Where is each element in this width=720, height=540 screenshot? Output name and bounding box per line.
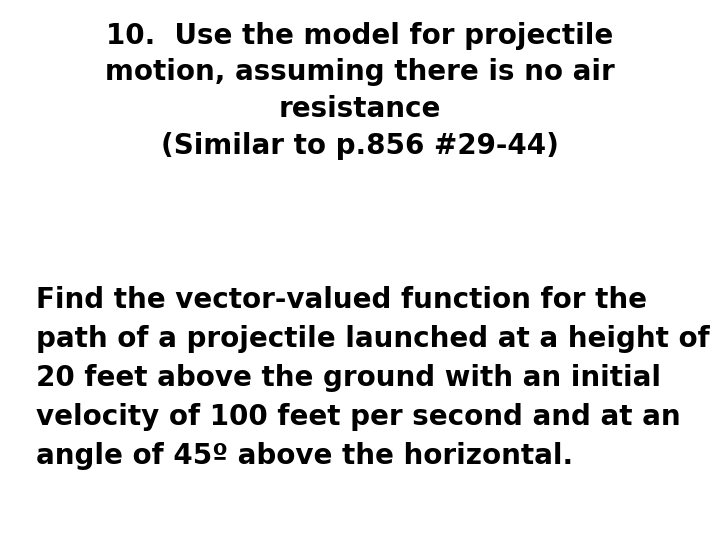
Text: Find the vector-valued function for the
path of a projectile launched at a heigh: Find the vector-valued function for the …: [36, 286, 710, 470]
Text: 10.  Use the model for projectile
motion, assuming there is no air
resistance
(S: 10. Use the model for projectile motion,…: [105, 22, 615, 160]
